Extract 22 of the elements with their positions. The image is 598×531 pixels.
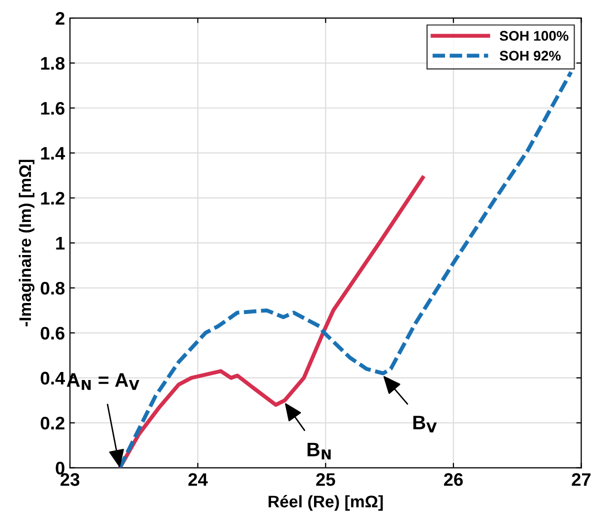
y-tick-label: 1.6 bbox=[41, 102, 64, 115]
y-axis-title: -Imaginaire (Im) [mΩ] bbox=[18, 160, 34, 326]
x-axis-title: Réel (Re) [mΩ] bbox=[268, 495, 383, 511]
y-tick-label: 0.2 bbox=[40, 416, 64, 430]
y-tick-label: 1.8 bbox=[41, 56, 65, 70]
annotation: B$_{N}$ bbox=[308, 442, 331, 460]
y-tick-label: 1.4 bbox=[41, 147, 66, 160]
y-tick-label: 2 bbox=[56, 12, 64, 25]
legend-label: SOH 100% bbox=[500, 30, 568, 41]
x-tick-label: 23 bbox=[60, 473, 80, 486]
x-tick-label: 27 bbox=[572, 473, 591, 486]
y-tick-label: 1.2 bbox=[41, 192, 64, 204]
annotation: B$_{V}$ bbox=[413, 416, 437, 432]
y-tick-label: 1 bbox=[56, 237, 65, 250]
y-tick-label: 0.4 bbox=[40, 372, 66, 385]
x-tick-label: 25 bbox=[316, 473, 336, 486]
legend-label: SOH 92% bbox=[500, 50, 561, 61]
y-tick-label: 0.8 bbox=[40, 282, 65, 295]
y-tick-label: 0.6 bbox=[40, 326, 64, 340]
x-tick-label: 24 bbox=[188, 473, 208, 486]
x-tick-label: 26 bbox=[444, 473, 463, 486]
y-tick-label: 0 bbox=[56, 462, 64, 475]
